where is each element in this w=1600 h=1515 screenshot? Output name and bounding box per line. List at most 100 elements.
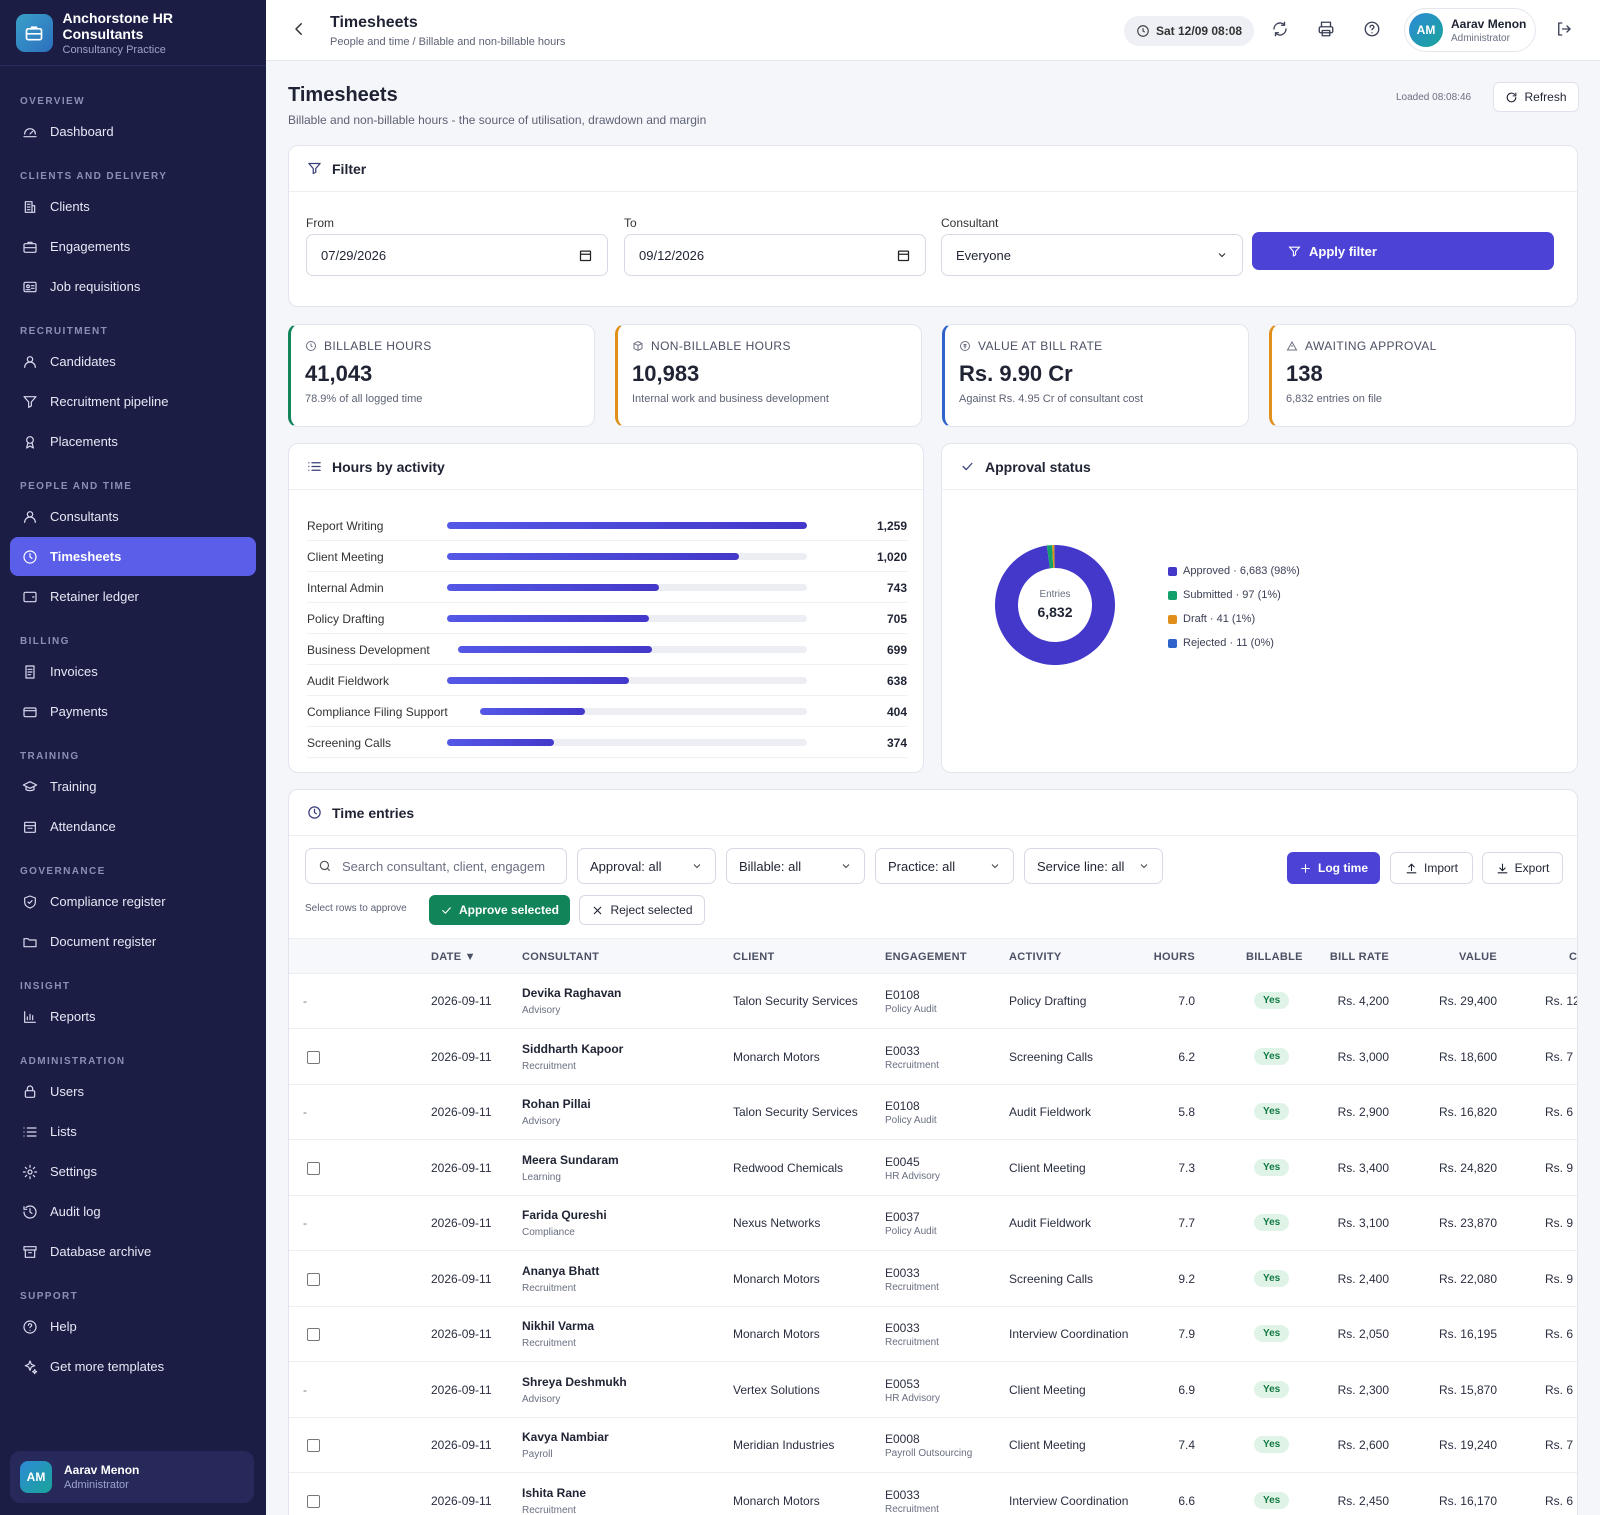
- sidebar-item-consultants[interactable]: Consultants: [10, 497, 256, 536]
- refresh-button[interactable]: Refresh: [1493, 82, 1579, 112]
- close-icon: [594, 906, 602, 914]
- column-header[interactable]: ENGAGEMENT: [885, 951, 967, 963]
- filter-card: Filter From 07/29/2026 To 09/12/2026 Con…: [288, 145, 1578, 307]
- sidebar-item-database-archive[interactable]: Database archive: [10, 1232, 256, 1271]
- sidebar-item-attendance[interactable]: Attendance: [10, 807, 256, 846]
- search-input[interactable]: Search consultant, client, engagem: [305, 848, 567, 884]
- sidebar-item-clients[interactable]: Clients: [10, 187, 256, 226]
- sidebar-item-training[interactable]: Training: [10, 767, 256, 806]
- row-checkbox[interactable]: [307, 1050, 320, 1064]
- sidebar-item-placements[interactable]: Placements: [10, 422, 256, 461]
- export-button[interactable]: Export: [1482, 852, 1563, 884]
- legend-label: Rejected · 11 (0%): [1183, 637, 1274, 649]
- sidebar-item-reports[interactable]: Reports: [10, 997, 256, 1036]
- to-date-input[interactable]: 09/12/2026: [624, 234, 926, 276]
- calendar-icon[interactable]: [896, 248, 911, 263]
- column-header[interactable]: BILL RATE: [1329, 951, 1389, 963]
- sidebar-item-dashboard[interactable]: Dashboard: [10, 112, 256, 151]
- from-date-input[interactable]: 07/29/2026: [306, 234, 608, 276]
- nav-section-label: ADMINISTRATION: [20, 1056, 126, 1067]
- row-checkbox[interactable]: [307, 1439, 320, 1452]
- sidebar-item-payments[interactable]: Payments: [10, 692, 256, 731]
- sidebar-item-help[interactable]: Help: [10, 1307, 256, 1346]
- sync-icon[interactable]: [1271, 20, 1291, 40]
- sidebar-item-compliance-register[interactable]: Compliance register: [10, 882, 256, 921]
- legend-label: Draft · 41 (1%): [1183, 613, 1256, 625]
- column-header[interactable]: CONSULTANT: [522, 951, 600, 963]
- engagement-code: E0033: [885, 1321, 920, 1335]
- consultant-select[interactable]: Everyone: [941, 234, 1243, 276]
- consultant-practice: Learning: [522, 1171, 561, 1183]
- sidebar-item-job-requisitions[interactable]: Job requisitions: [10, 267, 256, 306]
- filter-dropdown[interactable]: Service line: all: [1024, 848, 1163, 884]
- table-row[interactable]: - 2026-09-11 Devika Raghavan Advisory Talon …: [289, 974, 1577, 1029]
- sidebar-item-timesheets[interactable]: Timesheets: [10, 537, 256, 576]
- job-requisitions-icon: [23, 281, 37, 292]
- sidebar-item-label: Audit log: [50, 1204, 101, 1219]
- sidebar-item-get-more-templates[interactable]: Get more templates: [10, 1347, 256, 1386]
- sidebar-item-label: Dashboard: [50, 124, 114, 139]
- column-header[interactable]: DATE ▼: [431, 951, 476, 963]
- entries-title: Time entries: [332, 804, 415, 821]
- filter-dropdown[interactable]: Practice: all: [875, 848, 1014, 884]
- logout-icon[interactable]: [1555, 20, 1575, 40]
- activity-name: Report Writing: [307, 519, 384, 533]
- row-checkbox[interactable]: [307, 1272, 320, 1286]
- sidebar-item-users[interactable]: Users: [10, 1072, 256, 1111]
- clients-icon: [24, 200, 36, 213]
- table-row[interactable]: - 2026-09-11 Farida Qureshi Compliance Nexus…: [289, 1196, 1577, 1251]
- reject-selected-button[interactable]: Reject selected: [579, 895, 705, 925]
- sidebar-item-recruitment-pipeline[interactable]: Recruitment pipeline: [10, 382, 256, 421]
- activity-value: 374: [886, 736, 907, 750]
- row-checkbox[interactable]: [307, 1328, 320, 1341]
- column-header[interactable]: BILLABLE: [1246, 951, 1303, 963]
- sidebar-item-invoices[interactable]: Invoices: [10, 652, 256, 691]
- print-icon[interactable]: [1317, 20, 1337, 40]
- consultant-name: Meera Sundaram: [522, 1152, 619, 1167]
- engagement-code: E0033: [885, 1043, 920, 1058]
- table-row[interactable]: 2026-09-11 Ananya Bhatt Recruitment Monarch…: [289, 1252, 1577, 1307]
- table-row[interactable]: 2026-09-11 Ishita Rane Recruitment Monarch …: [289, 1474, 1577, 1515]
- activity-value: 743: [886, 581, 907, 595]
- table-row[interactable]: - 2026-09-11 Rohan Pillai Advisory Talon Sec…: [289, 1085, 1577, 1140]
- user-menu[interactable]: AM Aarav Menon Administrator: [1404, 8, 1536, 52]
- sidebar-item-retainer-ledger[interactable]: Retainer ledger: [10, 577, 256, 616]
- filter-dropdown[interactable]: Billable: all: [726, 848, 865, 884]
- sidebar-user-card[interactable]: AM Aarav Menon Administrator: [10, 1451, 254, 1503]
- import-button[interactable]: Import: [1390, 852, 1473, 884]
- log-time-button[interactable]: Log time: [1287, 852, 1380, 884]
- check-icon: [442, 906, 451, 914]
- sidebar-item-settings[interactable]: Settings: [10, 1152, 256, 1191]
- back-icon[interactable]: [290, 20, 310, 40]
- filter-dropdown[interactable]: Approval: all: [577, 848, 716, 884]
- table-row[interactable]: - 2026-09-11 Shreya Deshmukh Advisory Vertex…: [289, 1363, 1577, 1418]
- row-checkbox[interactable]: [307, 1161, 320, 1175]
- table-row[interactable]: 2026-09-11 Kavya Nambiar Payroll Meridian I…: [289, 1418, 1577, 1473]
- chevron-down-icon: [1140, 864, 1148, 869]
- column-header[interactable]: CLIENT: [733, 951, 775, 963]
- entry-date: 2026-09-11: [431, 1105, 492, 1119]
- column-header[interactable]: HOURS: [1153, 951, 1195, 963]
- billable-badge: Yes: [1254, 1269, 1290, 1287]
- activity-bar-track: [447, 522, 807, 529]
- row-checkbox[interactable]: [307, 1494, 320, 1508]
- approve-selected-button[interactable]: Approve selected: [429, 895, 570, 925]
- sidebar-item-label: Invoices: [50, 664, 98, 679]
- sidebar-item-engagements[interactable]: Engagements: [10, 227, 256, 266]
- sidebar-item-document-register[interactable]: Document register: [10, 922, 256, 961]
- sidebar-item-lists[interactable]: Lists: [10, 1112, 256, 1151]
- activity-bar: [447, 677, 630, 684]
- column-header[interactable]: ACTIVITY: [1009, 951, 1062, 963]
- row-dash: -: [303, 1382, 307, 1397]
- sidebar-item-candidates[interactable]: Candidates: [10, 342, 256, 381]
- sidebar-item-audit-log[interactable]: Audit log: [10, 1192, 256, 1231]
- column-header[interactable]: C: [1569, 951, 1578, 963]
- table-row[interactable]: 2026-09-11 Meera Sundaram Learning Redwood …: [289, 1141, 1577, 1196]
- column-header[interactable]: VALUE: [1459, 951, 1497, 963]
- document-register-icon: [23, 937, 37, 947]
- table-row[interactable]: 2026-09-11 Siddharth Kapoor Recruitment Mon…: [289, 1030, 1577, 1085]
- calendar-icon[interactable]: [578, 248, 593, 263]
- table-row[interactable]: 2026-09-11 Nikhil Varma Recruitment Monarch…: [289, 1307, 1577, 1362]
- apply-filter-button[interactable]: Apply filter: [1252, 232, 1554, 270]
- help-icon[interactable]: [1363, 20, 1383, 40]
